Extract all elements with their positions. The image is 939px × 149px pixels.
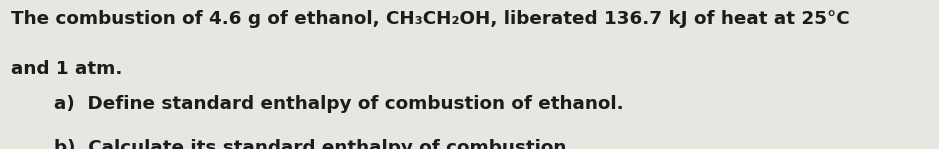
Text: The combustion of 4.6 g of ethanol, CH₃CH₂OH, liberated 136.7 kJ of heat at 25°C: The combustion of 4.6 g of ethanol, CH₃C… xyxy=(11,10,850,28)
Text: b)  Calculate its standard enthalpy of combustion.: b) Calculate its standard enthalpy of co… xyxy=(54,139,574,149)
Text: and 1 atm.: and 1 atm. xyxy=(11,60,123,78)
Text: a)  Define standard enthalpy of combustion of ethanol.: a) Define standard enthalpy of combustio… xyxy=(54,95,624,113)
